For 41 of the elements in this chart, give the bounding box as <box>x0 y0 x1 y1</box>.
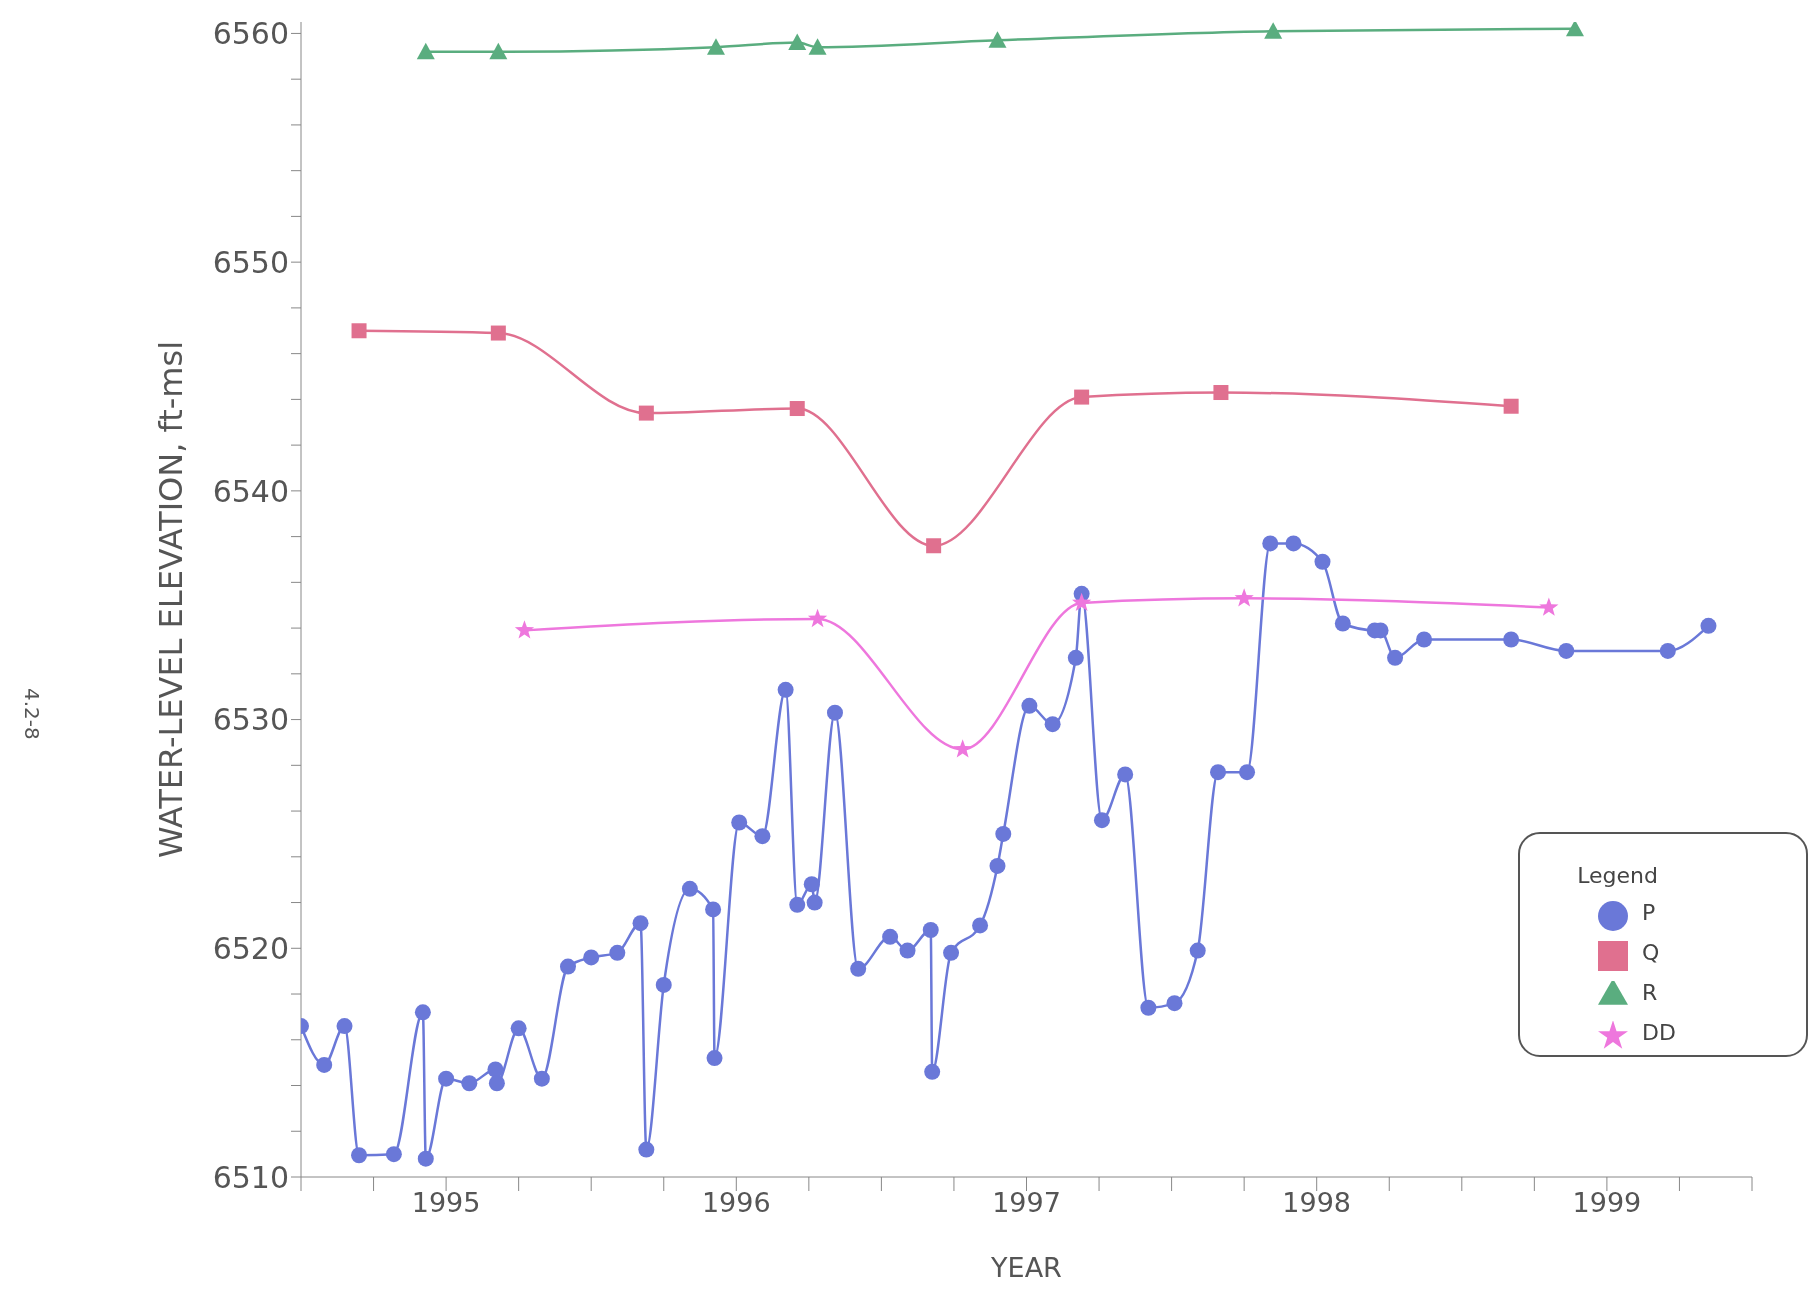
x-tick-label: 1995 <box>411 1187 481 1219</box>
x-tick-label: 1997 <box>992 1187 1061 1219</box>
point <box>789 401 805 417</box>
point <box>808 38 827 55</box>
point <box>788 33 807 51</box>
point <box>953 739 973 758</box>
legend-label: Q <box>1642 940 1660 965</box>
x-tick-label: 1999 <box>1572 1187 1642 1219</box>
x-tick-label: 1996 <box>701 1187 771 1219</box>
point <box>1264 22 1283 39</box>
point <box>1074 389 1090 405</box>
y-tick-label: 6540 <box>212 473 289 509</box>
point <box>638 405 654 421</box>
y-tick-label: 6530 <box>212 702 289 738</box>
point <box>490 325 506 341</box>
point <box>416 42 435 60</box>
y-tick-label: 6550 <box>212 244 289 280</box>
y-tick-label: 6510 <box>212 1159 289 1195</box>
legend-label: DD <box>1642 1020 1676 1045</box>
legend-title: Legend <box>1577 863 1658 888</box>
point <box>706 38 725 55</box>
point <box>988 31 1007 48</box>
point <box>1565 22 1584 37</box>
point <box>351 323 367 339</box>
point <box>1503 398 1519 414</box>
y-tick-label: 6560 <box>212 16 289 52</box>
y-axis-title: WATER-LEVEL ELEVATION, ft-msl <box>152 340 191 859</box>
point <box>514 620 535 639</box>
point <box>807 608 828 628</box>
point <box>489 42 508 60</box>
point <box>1539 597 1559 616</box>
point <box>926 538 942 554</box>
legend-label: R <box>1642 980 1658 1005</box>
point <box>1072 592 1092 612</box>
y-tick-label: 6520 <box>212 930 289 966</box>
text: 4.2-8 <box>20 688 44 740</box>
legend-label: P <box>1642 900 1656 925</box>
x-tick-label: 1998 <box>1282 1187 1352 1219</box>
point <box>1234 588 1254 607</box>
x-axis-title: YEAR <box>990 1252 1062 1283</box>
point <box>1213 385 1229 401</box>
